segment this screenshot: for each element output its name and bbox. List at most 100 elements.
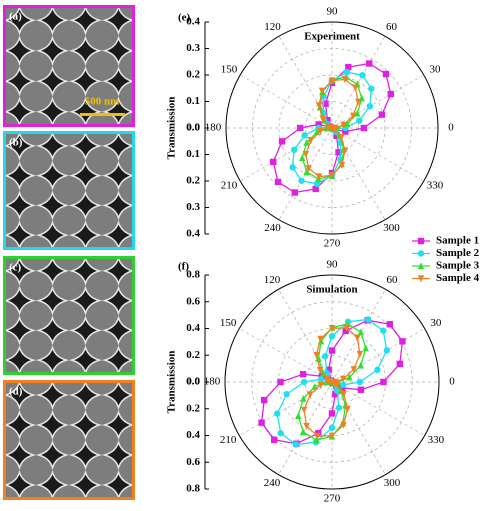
r-tick-label: 0.4 — [186, 16, 200, 28]
cross-shape — [2, 96, 37, 128]
data-point — [322, 100, 329, 107]
cross-shape — [2, 315, 37, 346]
cross-shape — [35, 220, 70, 251]
theta-tick-label: 0 — [448, 122, 454, 134]
data-point — [366, 60, 373, 67]
r-tick-label: 0.2 — [186, 402, 200, 414]
theta-tick-label: 150 — [221, 64, 238, 76]
legend-marker — [417, 250, 425, 257]
data-point — [355, 98, 362, 106]
legend-marker — [417, 262, 425, 270]
cross-shape — [2, 35, 37, 67]
grid-circle — [278, 74, 386, 182]
data-point — [357, 386, 365, 393]
data-point — [313, 180, 321, 188]
outer-circle — [225, 21, 439, 235]
cross-shape — [2, 65, 37, 97]
cross-shape — [2, 285, 37, 316]
cross-shape — [35, 439, 70, 471]
data-point — [317, 127, 324, 135]
data-point — [360, 124, 367, 132]
data-point — [362, 344, 369, 352]
panel-label: (b) — [9, 137, 23, 149]
data-point — [315, 354, 322, 362]
r-tick-label: 0.1 — [186, 148, 200, 160]
data-point — [301, 132, 308, 139]
theta-tick-label: 270 — [324, 493, 341, 505]
data-point — [303, 168, 310, 176]
r-tick-label: 0.4 — [186, 322, 200, 334]
data-point — [378, 111, 386, 118]
cross-shape — [35, 469, 70, 501]
sem-panel: (c) — [2, 255, 136, 376]
cross-shape — [35, 35, 70, 67]
theta-tick-label: 120 — [264, 21, 281, 33]
scale-bar-label: 500 nm — [85, 96, 120, 108]
cross-shape — [68, 379, 103, 411]
cross-shape — [35, 4, 70, 36]
legend-label: Sample 3 — [436, 260, 480, 272]
data-point — [295, 412, 302, 419]
r-tick-label: 0.4 — [186, 228, 200, 240]
cross-shape — [2, 130, 37, 161]
theta-tick-label: 90 — [327, 6, 339, 18]
data-point — [354, 109, 361, 117]
theta-tick-label: 90 — [327, 259, 339, 271]
theta-tick-label: 300 — [384, 477, 401, 489]
data-point — [396, 360, 404, 368]
cross-shape — [35, 285, 70, 316]
data-point — [344, 405, 351, 413]
data-point — [300, 406, 308, 414]
r-tick-label: 0.3 — [186, 201, 200, 213]
data-point — [307, 136, 315, 144]
theta-tick-label: 60 — [386, 21, 398, 33]
data-point — [291, 189, 298, 196]
cross-shape — [68, 345, 103, 376]
cross-shape — [2, 190, 37, 221]
cross-shape — [68, 4, 103, 36]
theta-tick-label: 300 — [383, 222, 400, 234]
cross-shape — [68, 35, 103, 67]
r-tick-label: 0.2 — [186, 69, 200, 81]
data-point — [298, 177, 305, 184]
data-point — [299, 428, 307, 436]
chart-title: Experiment — [304, 31, 360, 43]
data-point — [307, 391, 314, 399]
chart-title: Simulation — [306, 284, 357, 296]
data-point — [359, 72, 366, 79]
data-point — [380, 327, 387, 334]
data-point — [339, 381, 347, 389]
data-point — [340, 375, 347, 383]
cross-shape — [2, 379, 37, 411]
data-point — [324, 116, 331, 124]
grid-spoke — [331, 127, 424, 182]
sem-border — [3, 5, 135, 127]
data-point — [332, 126, 339, 134]
theta-tick-label: 120 — [264, 274, 281, 286]
data-point — [374, 366, 381, 374]
sem-panel: (b) — [2, 130, 136, 251]
data-point — [343, 120, 351, 128]
theta-tick-label: 150 — [220, 317, 237, 329]
data-point — [333, 132, 340, 140]
cross-shape — [35, 65, 70, 97]
data-point — [317, 375, 325, 383]
data-point — [325, 366, 332, 373]
data-point — [386, 321, 393, 328]
r-tick-label: 0.3 — [186, 42, 200, 54]
data-point — [340, 421, 347, 429]
data-point — [356, 117, 363, 124]
cross-shape — [68, 160, 103, 191]
data-point — [299, 154, 306, 161]
data-point — [357, 361, 364, 369]
data-point — [321, 353, 329, 360]
r-tick-label: 0.0 — [186, 122, 200, 134]
data-point — [342, 327, 349, 335]
data-point — [312, 185, 319, 193]
data-point — [274, 410, 281, 417]
data-point — [335, 404, 343, 411]
data-point — [313, 436, 320, 444]
data-point — [328, 124, 336, 132]
data-point — [335, 149, 342, 156]
